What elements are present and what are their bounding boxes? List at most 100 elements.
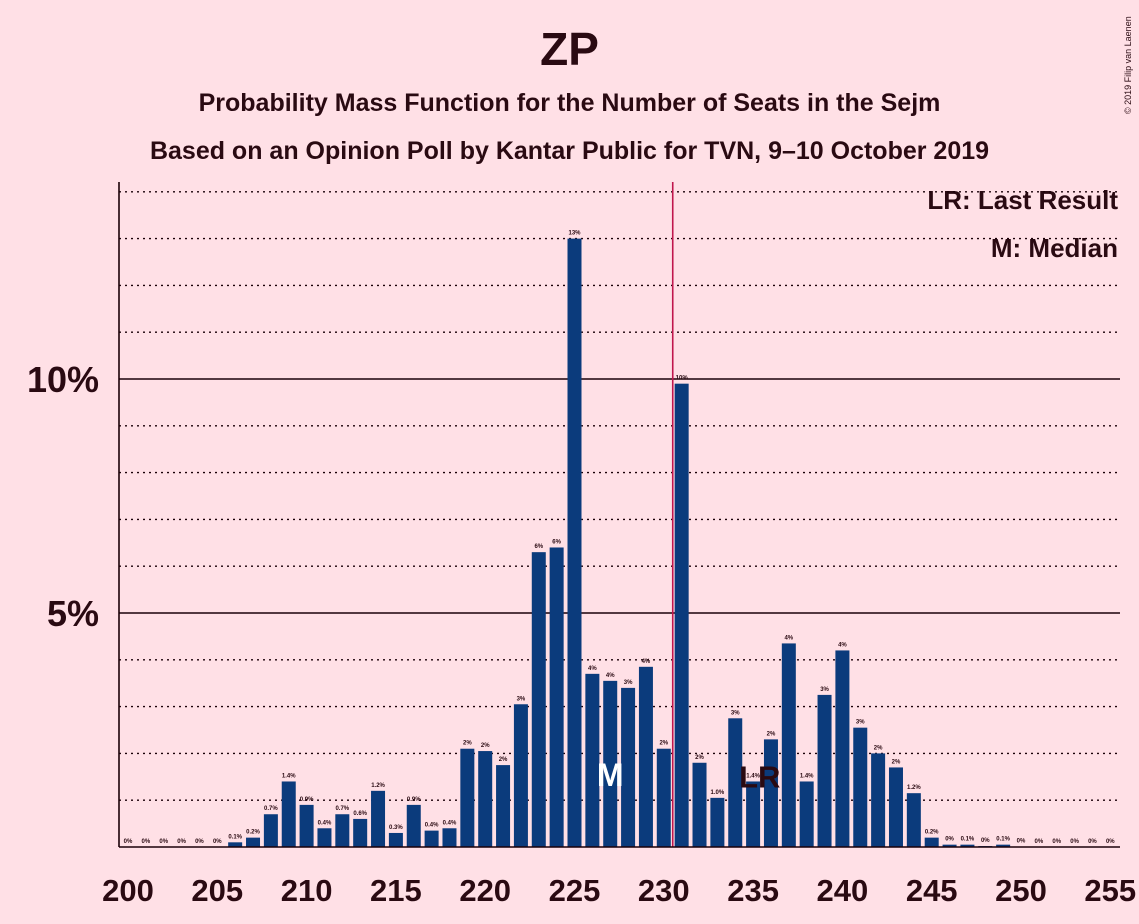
bar-label-255: 0% <box>1106 839 1115 845</box>
bar-220 <box>478 751 493 847</box>
bar-211 <box>317 828 332 847</box>
x-tick-label-225: 225 <box>549 873 601 908</box>
axes: 5% 10% 200 205 210 215 220 225 230 235 240 245 250 25… <box>27 182 1136 908</box>
bar-label-203: 0% <box>177 839 186 845</box>
x-tick-label-205: 205 <box>191 873 243 908</box>
bar-223 <box>531 552 546 847</box>
bar-label-223: 6% <box>534 544 543 550</box>
bar-label-233: 1.0% <box>711 790 725 796</box>
bar-label-241: 3% <box>856 720 865 726</box>
bar-label-240: 4% <box>838 642 847 648</box>
bar-240 <box>835 650 850 847</box>
x-tick-label-200: 200 <box>102 873 154 908</box>
bar-208 <box>263 814 278 847</box>
bar-label-244: 1.2% <box>907 785 921 791</box>
bar-224 <box>549 547 564 847</box>
median-marker: M <box>597 757 624 793</box>
bar-label-228: 3% <box>624 680 633 686</box>
bars <box>228 238 1028 848</box>
bar-221 <box>496 765 511 847</box>
bar-246 <box>942 844 957 847</box>
bar-212 <box>335 814 350 847</box>
bar-210 <box>299 804 314 847</box>
bar-237 <box>781 643 796 847</box>
last-result-marker: LR <box>739 759 780 794</box>
bar-242 <box>871 753 886 847</box>
bar-label-234: 3% <box>731 710 740 716</box>
bar-label-216: 0.9% <box>407 797 421 803</box>
bar-label-220: 2% <box>481 743 490 749</box>
x-tick-label-215: 215 <box>370 873 422 908</box>
bar-228 <box>621 687 636 847</box>
bar-249 <box>996 844 1011 847</box>
bar-244 <box>906 793 921 847</box>
bar-label-237: 4% <box>784 635 793 641</box>
bar-label-248: 0% <box>981 838 990 844</box>
x-tick-label-210: 210 <box>281 873 333 908</box>
bar-239 <box>817 694 832 847</box>
bar-219 <box>460 748 475 847</box>
legend-last-result: LR: Last Result <box>927 185 1118 215</box>
x-tick-label-240: 240 <box>817 873 869 908</box>
copyright-notice: © 2019 Filip van Laenen <box>1123 16 1133 114</box>
bar-label-230: 2% <box>659 741 668 747</box>
bar-227 <box>603 680 618 847</box>
bar-243 <box>888 767 903 847</box>
bar-label-222: 3% <box>517 696 526 702</box>
bar-label-224: 6% <box>552 539 561 545</box>
x-tick-label-235: 235 <box>727 873 779 908</box>
bar-209 <box>281 781 296 847</box>
x-tick-label-230: 230 <box>638 873 690 908</box>
bar-label-219: 2% <box>463 741 472 747</box>
bar-labels: 0% 0% 0% 0% 0% 0% 0.1% 0.2% 0.7% 1.4% 0.9% 0.4% 0.7%… <box>124 231 1116 845</box>
x-tick-label-255: 255 <box>1084 873 1136 908</box>
bar-label-246: 0% <box>945 837 954 843</box>
bar-label-210: 0.9% <box>300 797 314 803</box>
chart-title: ZP <box>540 23 599 75</box>
bar-label-225: 13% <box>568 231 581 237</box>
bar-231 <box>674 383 689 847</box>
bar-label-214: 1.2% <box>371 783 385 789</box>
bar-label-254: 0% <box>1088 839 1097 845</box>
bar-247 <box>960 844 975 847</box>
bar-218 <box>442 828 457 847</box>
bar-label-200: 0% <box>124 839 133 845</box>
markers: M LR <box>597 182 780 847</box>
bar-213 <box>353 818 368 847</box>
bar-label-226: 4% <box>588 666 597 672</box>
bar-235 <box>746 781 761 847</box>
bar-label-243: 2% <box>892 759 901 765</box>
bar-label-208: 0.7% <box>264 806 278 812</box>
bar-214 <box>371 790 386 847</box>
bar-245 <box>924 837 939 847</box>
bar-233 <box>710 797 725 847</box>
bar-label-202: 0% <box>159 839 168 845</box>
bar-label-212: 0.7% <box>335 806 349 812</box>
bar-label-207: 0.2% <box>246 830 260 836</box>
bar-229 <box>638 666 653 847</box>
bar-label-235: 1.4% <box>746 773 760 779</box>
bar-label-213: 0.6% <box>353 811 367 817</box>
bar-label-247: 0.1% <box>961 837 975 843</box>
bar-label-209: 1.4% <box>282 773 296 779</box>
gridlines <box>119 191 1120 801</box>
bar-232 <box>692 762 707 847</box>
chart-subtitle: Probability Mass Function for the Number… <box>198 89 941 117</box>
bar-label-229: 4% <box>642 659 651 665</box>
bar-label-232: 2% <box>695 755 704 761</box>
bar-label-205: 0% <box>213 839 222 845</box>
bar-label-238: 1.4% <box>800 773 814 779</box>
bar-206 <box>228 842 243 847</box>
bar-label-250: 0% <box>1017 839 1026 845</box>
chart-subtitle-2: Based on an Opinion Poll by Kantar Publi… <box>149 137 990 165</box>
x-tick-label-220: 220 <box>459 873 511 908</box>
bar-217 <box>424 830 439 847</box>
bar-label-249: 0.1% <box>996 837 1010 843</box>
bar-label-239: 3% <box>820 687 829 693</box>
bar-label-211: 0.4% <box>318 820 332 826</box>
bar-label-217: 0.4% <box>425 823 439 829</box>
bar-label-204: 0% <box>195 839 204 845</box>
bar-216 <box>406 804 421 847</box>
bar-label-215: 0.3% <box>389 825 403 831</box>
